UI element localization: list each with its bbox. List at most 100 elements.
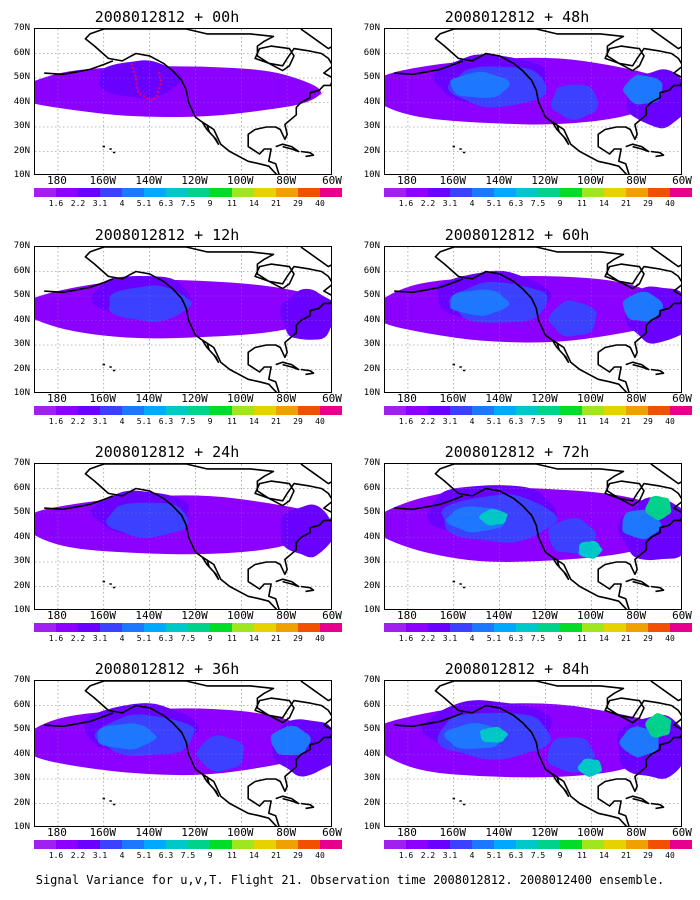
longitude-label: 80W <box>626 392 647 405</box>
colorbar-swatch <box>78 406 100 415</box>
colorbar-label: 7.5 <box>530 199 546 208</box>
colorbar-swatch <box>648 406 670 415</box>
colorbar-swatch <box>276 623 298 632</box>
colorbar <box>384 840 692 849</box>
latitude-label: 20N <box>13 580 30 591</box>
longitude-label: 160W <box>89 609 117 622</box>
latitude-label: 50N <box>363 290 380 300</box>
colorbar-label: 9 <box>557 851 563 860</box>
variance-map <box>385 464 681 609</box>
colorbar-label: 40 <box>665 417 675 426</box>
longitude-label: 60W <box>322 174 342 187</box>
colorbar-label: 11 <box>227 417 237 426</box>
longitude-label: 140W <box>135 392 162 405</box>
latitude-label: 40N <box>363 748 380 759</box>
latitude-label: 40N <box>363 96 380 107</box>
colorbar-swatch <box>406 406 428 415</box>
latitude-label: 70N <box>13 675 30 685</box>
panel-title: 2008012812 + 48h <box>444 8 590 26</box>
colorbar-label: 21 <box>621 417 631 426</box>
figure-caption: Signal Variance for u,v,T. Flight 21. Ob… <box>35 873 665 887</box>
colorbar-label: 21 <box>621 199 631 208</box>
colorbar-label: 21 <box>621 851 631 860</box>
longitude-label: 160W <box>439 609 467 622</box>
colorbar-swatch <box>122 406 144 415</box>
colorbar-swatch <box>406 188 428 197</box>
colorbar-label: 5.1 <box>136 851 152 860</box>
variance-map <box>385 681 681 826</box>
latitude-label: 70N <box>363 23 380 33</box>
colorbar-swatch <box>384 188 406 197</box>
longitude-label: 120W <box>181 392 208 405</box>
colorbar-swatch <box>100 406 122 415</box>
colorbar-swatch <box>232 840 254 849</box>
colorbar-swatch <box>78 623 100 632</box>
colorbar-swatch <box>384 623 406 632</box>
colorbar-label: 4 <box>119 634 125 643</box>
colorbar-swatch <box>560 188 582 197</box>
colorbar-swatch <box>626 623 648 632</box>
longitude-label: 180 <box>396 609 417 622</box>
colorbar-label: 7.5 <box>180 199 196 208</box>
longitude-label: 100W <box>227 609 254 622</box>
colorbar-swatch <box>188 623 210 632</box>
longitude-label: 60W <box>672 174 692 187</box>
latitude-label: 70N <box>13 241 30 251</box>
colorbar-swatch <box>56 188 78 197</box>
colorbar-label: 2.2 <box>70 199 86 208</box>
latitude-label: 20N <box>363 580 380 591</box>
variance-contour <box>551 84 599 120</box>
colorbar-swatch <box>582 623 604 632</box>
colorbar-label: 40 <box>315 851 325 860</box>
colorbar-label: 5.1 <box>486 417 502 426</box>
colorbar-label: 14 <box>249 417 259 426</box>
colorbar-label: 6.3 <box>158 199 174 208</box>
colorbar <box>384 188 692 197</box>
longitude-label: 120W <box>531 174 558 187</box>
colorbar-label: 5.1 <box>136 634 152 643</box>
colorbar-label: 21 <box>271 199 281 208</box>
longitude-label: 160W <box>89 392 117 405</box>
longitude-label: 80W <box>276 174 297 187</box>
colorbar <box>34 840 342 849</box>
latitude-label: 30N <box>363 773 380 783</box>
colorbar-swatch <box>626 840 648 849</box>
colorbar-label: 7.5 <box>530 851 546 860</box>
colorbar-swatch <box>450 406 472 415</box>
longitude-label: 100W <box>227 174 254 187</box>
map-area <box>34 28 332 175</box>
colorbar-swatch <box>56 406 78 415</box>
colorbar-swatch <box>516 188 538 197</box>
colorbar-swatch <box>232 406 254 415</box>
colorbar-swatch <box>276 840 298 849</box>
colorbar-swatch <box>560 840 582 849</box>
map-panel: 2008012812 + 48h 70N 60N 50N 40N 30N 20N 10N 180… <box>352 8 692 223</box>
colorbar-swatch <box>166 840 188 849</box>
colorbar-swatch <box>626 406 648 415</box>
colorbar-label: 5.1 <box>136 417 152 426</box>
colorbar-swatch <box>166 406 188 415</box>
longitude-label: 100W <box>577 392 604 405</box>
panel-title: 2008012812 + 72h <box>444 443 590 461</box>
latitude-label: 70N <box>363 458 380 468</box>
colorbar-label: 40 <box>665 634 675 643</box>
latitude-label: 10N <box>363 605 380 615</box>
variance-contour <box>280 504 331 558</box>
longitude-label: 100W <box>577 826 604 839</box>
latitude-label: 60N <box>13 699 30 710</box>
coastline <box>394 681 681 826</box>
colorbar-swatch <box>516 406 538 415</box>
coastline <box>44 681 331 826</box>
colorbar-label: 7.5 <box>180 417 196 426</box>
colorbar-swatch <box>472 840 494 849</box>
variance-contour <box>578 540 604 559</box>
colorbar-swatch <box>100 623 122 632</box>
map-panel: 2008012812 + 12h 70N 60N 50N 40N 30N 20N 10N 180… <box>2 226 342 441</box>
colorbar-swatch <box>144 188 166 197</box>
colorbar-label: 7.5 <box>530 634 546 643</box>
latitude-label: 20N <box>363 363 380 374</box>
colorbar-swatch <box>516 840 538 849</box>
colorbar-swatch <box>582 406 604 415</box>
longitude-label: 80W <box>626 174 647 187</box>
variance-contour <box>619 726 659 758</box>
